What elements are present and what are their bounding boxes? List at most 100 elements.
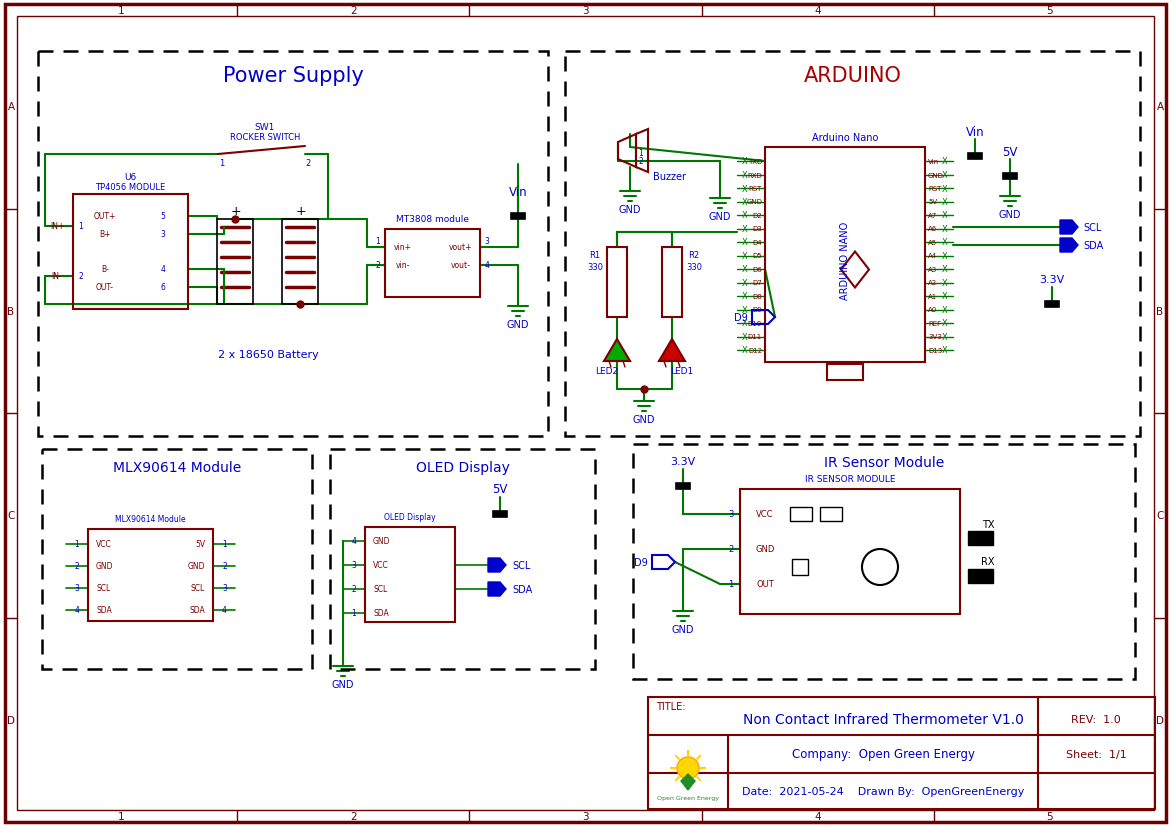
Text: X: X — [943, 211, 947, 220]
Text: X: X — [943, 171, 947, 179]
Bar — [385, 230, 480, 298]
Text: Vin: Vin — [927, 159, 939, 165]
Text: 3: 3 — [222, 584, 227, 593]
Text: GND: GND — [999, 210, 1021, 220]
Text: Vin: Vin — [966, 126, 985, 138]
Text: 2 x 18650 Battery: 2 x 18650 Battery — [218, 350, 319, 360]
Bar — [365, 528, 456, 622]
Text: X: X — [943, 184, 947, 194]
Text: VCC: VCC — [374, 561, 389, 570]
Text: +: + — [231, 205, 241, 218]
Text: X: X — [943, 265, 947, 275]
Text: A: A — [7, 102, 14, 112]
Text: IN-: IN- — [52, 272, 62, 281]
Text: SCL: SCL — [96, 584, 110, 593]
Text: 3.3V: 3.3V — [670, 457, 696, 466]
Text: vout-: vout- — [451, 261, 471, 270]
Bar — [790, 508, 812, 521]
Text: 3: 3 — [160, 230, 165, 239]
Circle shape — [677, 757, 699, 779]
Text: D4: D4 — [753, 240, 762, 246]
Bar — [634, 444, 1135, 679]
Bar — [564, 52, 1141, 437]
Text: MLX90614 Module: MLX90614 Module — [112, 461, 241, 475]
Text: TITLE:: TITLE: — [656, 701, 685, 711]
Text: 2: 2 — [74, 562, 78, 571]
Text: 2: 2 — [350, 811, 357, 821]
Text: B-: B- — [101, 265, 109, 275]
Text: C: C — [7, 510, 15, 521]
Text: X: X — [742, 265, 748, 275]
Polygon shape — [659, 340, 685, 361]
Text: Company:  Open Green Energy: Company: Open Green Energy — [792, 748, 974, 761]
Text: 5: 5 — [1047, 811, 1053, 821]
Text: OLED Display: OLED Display — [416, 461, 509, 475]
Text: TX: TX — [981, 519, 994, 529]
Text: X: X — [742, 171, 748, 179]
Text: A1: A1 — [927, 294, 937, 299]
Text: 1: 1 — [219, 158, 225, 167]
Text: SDA: SDA — [190, 605, 205, 614]
Text: RST: RST — [927, 186, 941, 192]
Text: 2: 2 — [78, 272, 83, 281]
Text: 2: 2 — [350, 6, 357, 16]
Text: X: X — [943, 346, 947, 355]
Text: 2: 2 — [638, 156, 643, 165]
Text: D6: D6 — [752, 266, 762, 273]
Text: GND: GND — [187, 562, 205, 571]
Text: 5V: 5V — [492, 483, 508, 496]
Bar — [282, 220, 319, 304]
Bar — [330, 449, 595, 669]
Bar — [42, 449, 311, 669]
Text: OUT-: OUT- — [96, 283, 114, 292]
Polygon shape — [1060, 221, 1078, 235]
Bar — [968, 569, 993, 583]
Text: D10: D10 — [748, 321, 762, 327]
Text: A0: A0 — [927, 307, 937, 313]
Text: X: X — [943, 157, 947, 166]
Text: 5: 5 — [160, 213, 165, 222]
Text: R1: R1 — [589, 251, 601, 261]
Bar — [493, 511, 507, 518]
Text: +: + — [296, 205, 307, 218]
Text: Open Green Energy: Open Green Energy — [657, 796, 719, 801]
Text: 1: 1 — [118, 811, 124, 821]
Text: 1: 1 — [74, 540, 78, 549]
Text: 4: 4 — [485, 261, 489, 270]
Text: RX: RX — [981, 557, 994, 566]
Text: vout+: vout+ — [450, 243, 473, 252]
Text: D9: D9 — [635, 557, 648, 567]
Text: Arduino Nano: Arduino Nano — [812, 133, 878, 143]
Text: 1: 1 — [118, 6, 124, 16]
Text: X: X — [742, 157, 748, 166]
Text: X: X — [742, 292, 748, 301]
Text: X: X — [943, 198, 947, 207]
Text: 4: 4 — [351, 537, 356, 546]
Text: X: X — [742, 319, 748, 328]
Text: 4: 4 — [814, 6, 821, 16]
Text: GND: GND — [672, 624, 694, 634]
Text: ARDUINO NANO: ARDUINO NANO — [840, 221, 850, 299]
Text: X: X — [943, 306, 947, 314]
Text: X: X — [742, 211, 748, 220]
Text: D11: D11 — [748, 334, 762, 340]
Text: GND: GND — [374, 537, 390, 546]
Text: X: X — [742, 279, 748, 288]
Text: D9: D9 — [734, 313, 748, 323]
Text: 1: 1 — [728, 580, 733, 589]
Text: 330: 330 — [686, 263, 701, 272]
Text: X: X — [742, 184, 748, 194]
Text: 5V: 5V — [194, 540, 205, 549]
Text: X: X — [742, 251, 748, 261]
Text: A2: A2 — [927, 280, 937, 286]
Text: RXD: RXD — [747, 172, 762, 179]
Bar — [968, 532, 993, 545]
Text: D7: D7 — [752, 280, 762, 286]
Text: A7: A7 — [927, 213, 937, 218]
Text: Sheet:  1/1: Sheet: 1/1 — [1066, 749, 1127, 759]
Text: D9: D9 — [752, 307, 762, 313]
Text: D5: D5 — [753, 253, 762, 259]
Text: X: X — [943, 225, 947, 234]
Text: 1: 1 — [222, 540, 227, 549]
Text: C: C — [1156, 510, 1164, 521]
